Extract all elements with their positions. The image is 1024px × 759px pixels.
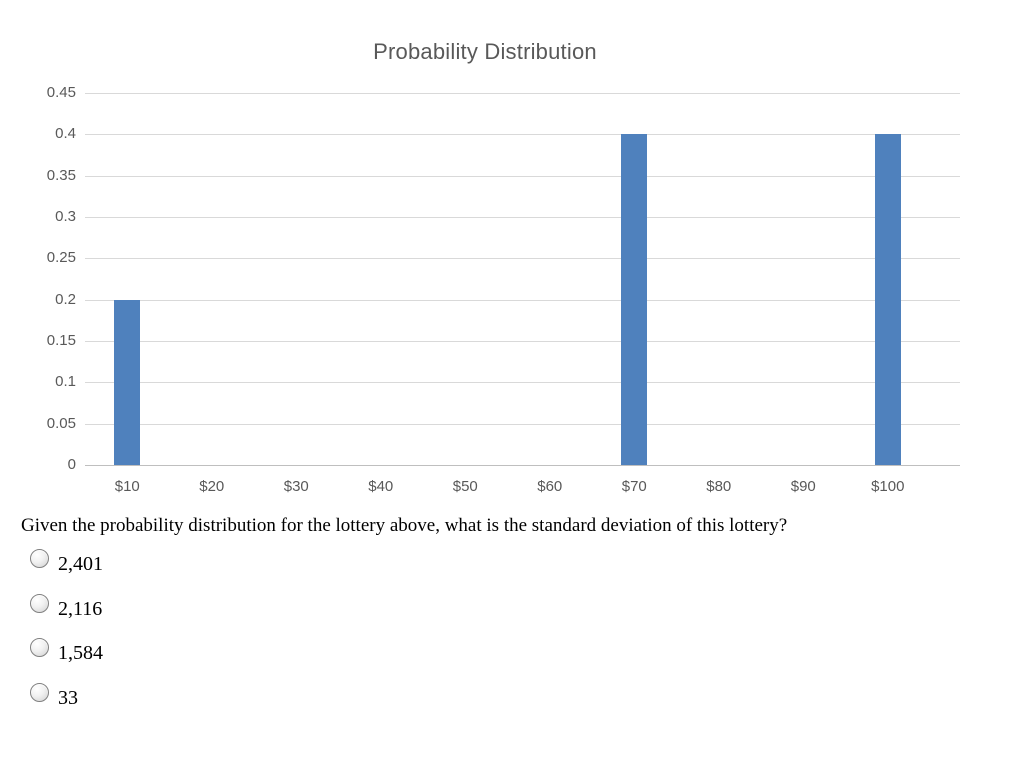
option-row-3: 1,584 [30,638,103,664]
option-label-2[interactable]: 2,116 [58,598,103,620]
y-tick-label: 0.1 [55,373,76,391]
y-gridline [85,382,960,384]
y-tick-label: 0.3 [55,208,76,225]
y-tick-label: 0.2 [55,290,76,308]
probability-chart-image: Probability Distribution 0 0.05 0.1 0.15 0.2… [30,15,960,505]
y-gridline [85,258,960,260]
y-gridline [85,93,960,94]
x-tick-label: $100 [871,478,905,495]
option-label-4[interactable]: 33 [58,687,78,709]
chart-title: Probability Distribution [373,39,597,64]
bar-10 [114,299,141,465]
y-tick-label: 0.4 [55,125,76,143]
y-tick-label: 0.05 [46,414,76,432]
x-tick-label: $90 [790,478,816,495]
radio-option-1[interactable] [30,549,49,568]
option-row-4: 33 [30,683,78,709]
x-tick-label: $70 [621,478,647,495]
x-tick-label: $50 [452,478,478,495]
radio-option-3[interactable] [30,638,49,657]
y-tick-label: 0.15 [46,332,76,349]
x-tick-label: $20 [199,478,225,495]
y-tick-label: 0.35 [46,166,76,184]
y-gridline [85,217,960,218]
y-gridline [85,423,960,425]
x-tick-label: $80 [706,478,732,495]
bar-70 [621,134,648,465]
x-tick-label: $30 [283,478,309,495]
option-label-1[interactable]: 2,401 [58,553,103,575]
x-axis-line [85,465,960,466]
y-tick-label: 0.25 [46,249,76,267]
radio-option-4[interactable] [30,683,49,702]
y-gridline [85,175,960,177]
x-tick-label: $40 [368,478,394,495]
x-tick-label: $60 [537,478,563,495]
y-gridline [85,134,960,136]
option-row-2: 2,116 [30,594,102,620]
question-text: Given the probability distribution for t… [21,515,788,536]
option-row-1: 2,401 [30,549,103,575]
y-tick-label: 0 [67,456,76,473]
radio-option-2[interactable] [30,594,49,613]
option-label-3[interactable]: 1,584 [58,642,103,664]
y-tick-label: 0.45 [46,84,76,101]
y-gridline [85,341,960,342]
x-tick-label: $10 [114,478,140,495]
y-gridline [85,299,960,301]
bar-100 [874,134,901,465]
